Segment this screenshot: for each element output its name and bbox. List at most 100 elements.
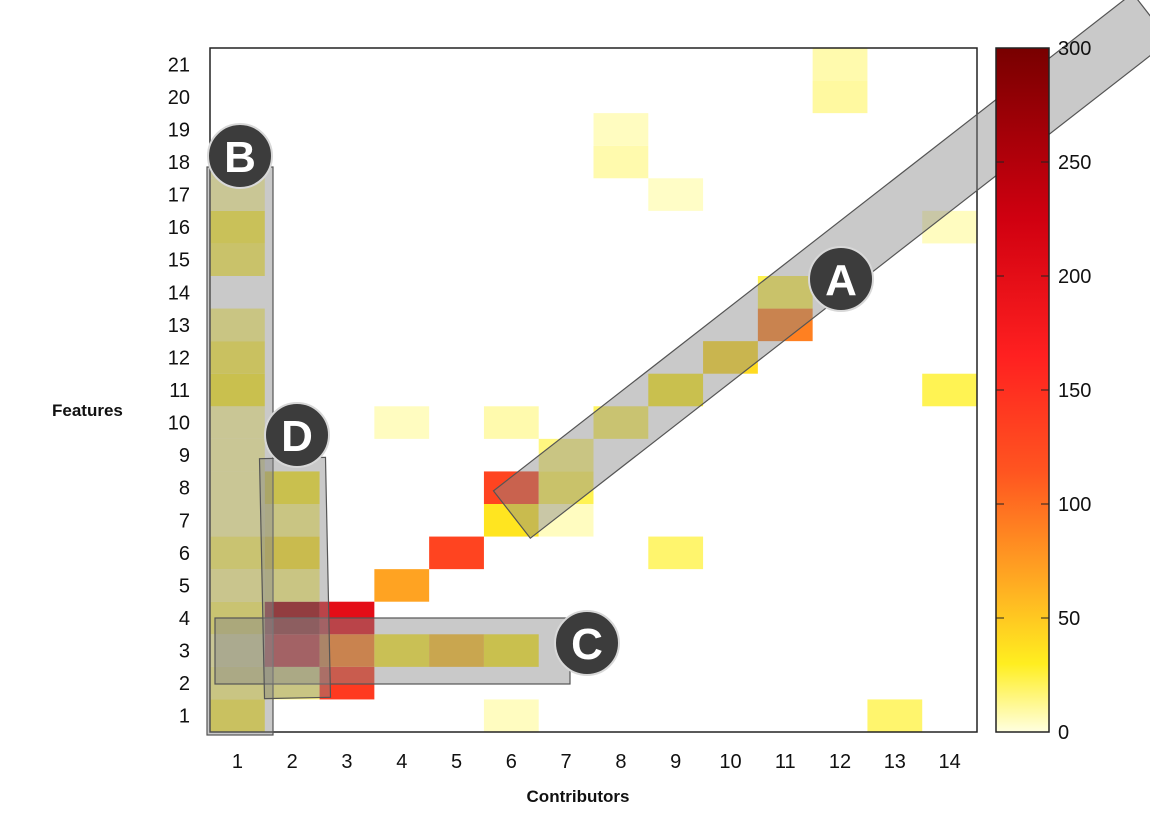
y-tick-3: 3 xyxy=(179,641,190,663)
y-tick-20: 20 xyxy=(168,87,190,109)
svg-text:A: A xyxy=(825,256,857,305)
y-tick-13: 13 xyxy=(168,315,190,337)
heatmap-cell-c8-f19 xyxy=(593,113,649,146)
x-tick-10: 10 xyxy=(719,751,741,773)
heatmap-cell-c1-f3 xyxy=(210,634,265,667)
heatmap-cell-c1-f13 xyxy=(210,308,265,342)
heatmap-cell-c11-f14 xyxy=(757,276,813,309)
colorbar-tick-200: 200 xyxy=(1058,266,1091,288)
x-tick-5: 5 xyxy=(451,751,462,773)
x-tick-1: 1 xyxy=(232,751,243,773)
heatmap-cell-c7-f9 xyxy=(538,438,594,472)
colorbar-gradient xyxy=(995,47,1050,733)
y-tick-6: 6 xyxy=(179,543,190,565)
y-tick-16: 16 xyxy=(168,217,190,239)
heatmap-cell-c14-f16 xyxy=(922,210,977,244)
svg-text:B: B xyxy=(224,133,256,182)
x-tick-11: 11 xyxy=(775,751,796,773)
x-axis-title: Contributors xyxy=(527,787,630,806)
y-tick-9: 9 xyxy=(179,445,190,467)
callout-b: B xyxy=(207,123,273,189)
heatmap-cell-c6-f3 xyxy=(483,634,539,667)
y-tick-21: 21 xyxy=(168,54,190,76)
y-tick-10: 10 xyxy=(168,413,190,435)
x-tick-8: 8 xyxy=(615,751,626,773)
y-tick-4: 4 xyxy=(179,608,190,630)
heatmap-cell-c1-f7 xyxy=(210,504,265,537)
highlight-band-d xyxy=(258,456,332,700)
heatmap-cell-c1-f15 xyxy=(210,243,265,276)
y-tick-15: 15 xyxy=(168,250,190,272)
colorbar-tick-250: 250 xyxy=(1058,152,1091,174)
callout-labels: A B C D xyxy=(207,123,874,676)
x-tick-4: 4 xyxy=(396,751,407,773)
y-tick-18: 18 xyxy=(168,152,190,174)
heatmap-cell-c2-f8 xyxy=(264,471,320,504)
y-tick-1: 1 xyxy=(179,706,190,728)
colorbar-tick-100: 100 xyxy=(1058,494,1091,516)
heatmap-cell-c1-f5 xyxy=(210,569,265,602)
colorbar-tick-50: 50 xyxy=(1058,608,1080,630)
x-tick-6: 6 xyxy=(506,751,517,773)
heatmap-cell-c4-f10 xyxy=(374,406,430,439)
x-tick-12: 12 xyxy=(829,751,851,773)
x-tick-9: 9 xyxy=(670,751,681,773)
heatmap-cell-c6-f7 xyxy=(483,504,539,537)
heatmap-cell-c12-f20 xyxy=(812,80,868,114)
heatmap-cell-c9-f17 xyxy=(648,178,704,211)
y-tick-12: 12 xyxy=(168,347,190,369)
heatmap-cell-c2-f3 xyxy=(264,634,320,667)
heatmap-cell-c14-f11 xyxy=(922,373,977,407)
colorbar-tick-300: 300 xyxy=(1058,38,1091,60)
heatmap-cell-c1-f2 xyxy=(210,666,265,700)
y-tick-7: 7 xyxy=(179,510,190,532)
callout-c: C xyxy=(554,610,620,676)
heatmap-cell-c6-f1 xyxy=(483,699,539,732)
x-tick-14: 14 xyxy=(938,751,960,773)
heatmap-cell-c1-f12 xyxy=(210,341,265,374)
heatmap-cell-c2-f2 xyxy=(264,666,320,700)
heatmap-cell-c1-f6 xyxy=(210,536,265,570)
y-tick-8: 8 xyxy=(179,478,190,500)
y-axis-title: Features xyxy=(52,401,123,420)
y-tick-11: 11 xyxy=(169,380,190,402)
heatmap-cell-c2-f7 xyxy=(264,504,320,537)
heatmap-cell-c5-f6 xyxy=(429,536,484,570)
svg-text:C: C xyxy=(571,620,603,669)
heatmap-cell-c2-f6 xyxy=(264,536,320,570)
callout-d: D xyxy=(264,402,330,468)
heatmap-cell-c9-f6 xyxy=(648,536,704,570)
x-tick-labels: 1 2 3 4 5 6 7 8 9 10 11 12 13 14 xyxy=(232,751,961,773)
heatmap-cell-c9-f11 xyxy=(648,373,704,407)
heatmap-cell-c2-f5 xyxy=(264,569,320,602)
heatmap-cell-c1-f16 xyxy=(210,210,265,244)
heatmap-cell-c13-f1 xyxy=(867,699,923,732)
heatmap-cell-c1-f8 xyxy=(210,471,265,504)
heatmap-cell-c1-f1 xyxy=(210,699,265,732)
heatmap-cell-c12-f21 xyxy=(812,48,868,81)
heatmap-cell-c8-f10 xyxy=(593,406,649,439)
colorbar-tick-labels: 0 50 100 150 200 250 300 xyxy=(996,38,1091,744)
x-tick-13: 13 xyxy=(884,751,906,773)
heatmap-cell-c1-f9 xyxy=(210,438,265,472)
colorbar: 0 50 100 150 200 250 300 xyxy=(995,38,1091,744)
heatmap-cell-c4-f3 xyxy=(374,634,430,667)
y-tick-2: 2 xyxy=(179,673,190,695)
heatmap-cell-c3-f2 xyxy=(319,666,375,700)
svg-text:D: D xyxy=(281,412,313,461)
heatmap-cell-c7-f7 xyxy=(538,504,594,537)
heatmap-cell-c8-f18 xyxy=(593,145,649,179)
y-tick-17: 17 xyxy=(168,185,190,207)
colorbar-tick-150: 150 xyxy=(1058,380,1091,402)
x-tick-2: 2 xyxy=(287,751,298,773)
heatmap-cell-c4-f5 xyxy=(374,569,430,602)
x-tick-3: 3 xyxy=(341,751,352,773)
colorbar-tick-0: 0 xyxy=(1058,722,1069,744)
heatmap-cell-c5-f3 xyxy=(429,634,484,667)
x-tick-7: 7 xyxy=(561,751,572,773)
callout-a: A xyxy=(808,246,874,312)
highlight-band-c xyxy=(214,617,571,685)
heatmap-cell-c1-f11 xyxy=(210,373,265,407)
